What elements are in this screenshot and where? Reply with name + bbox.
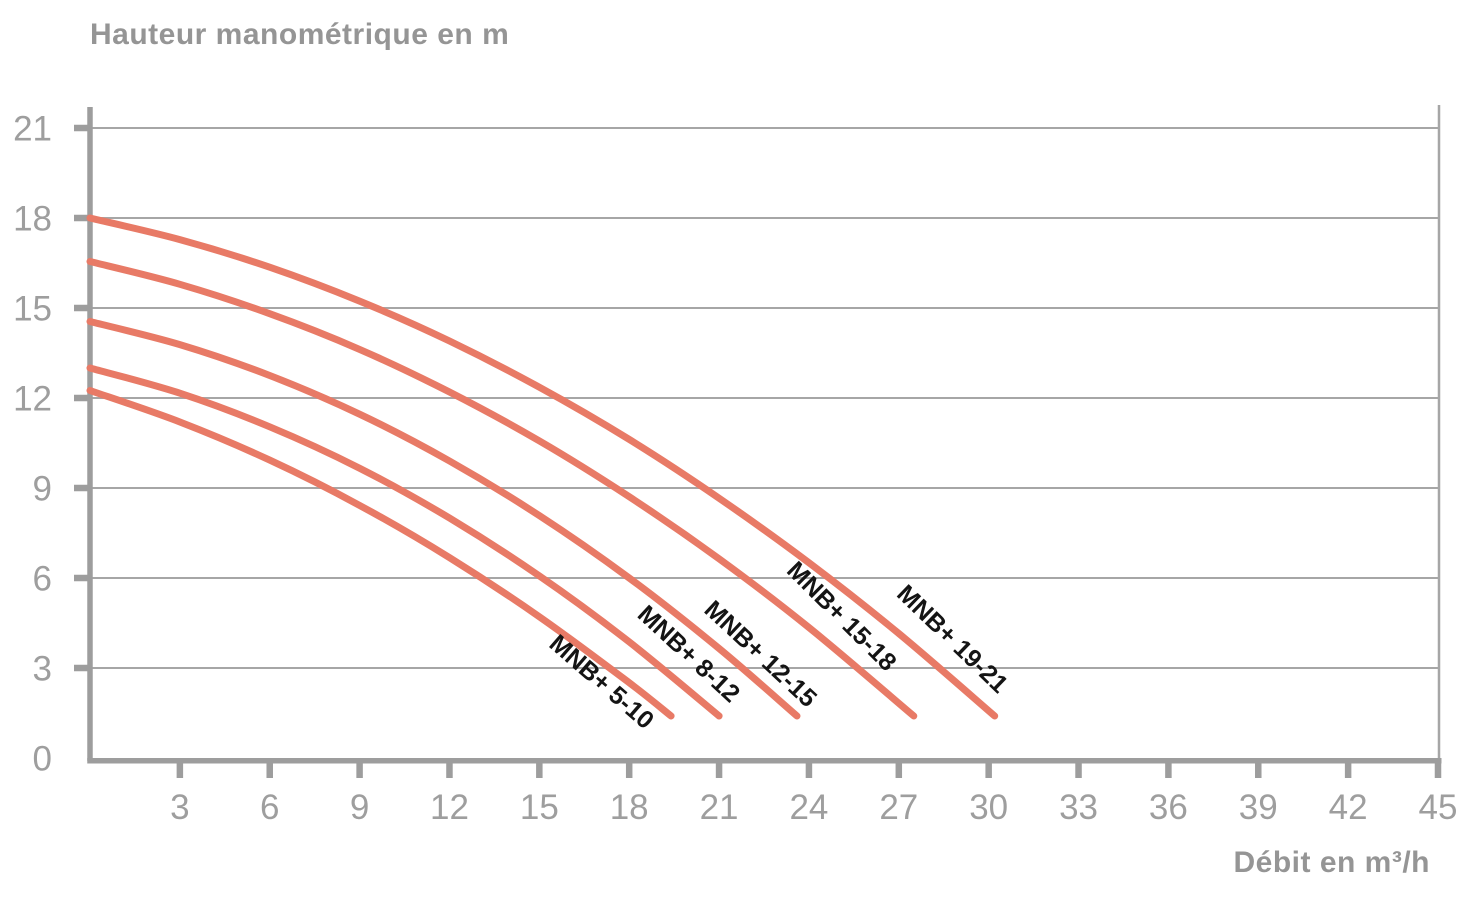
y-tick-label-6: 6 — [33, 560, 52, 599]
x-tick-label-45: 45 — [1419, 788, 1458, 827]
curve-mnb-12-15 — [86, 318, 801, 720]
y-tick-label-15: 15 — [13, 290, 52, 329]
x-tick-label-36: 36 — [1149, 788, 1188, 827]
y-tick-label-21: 21 — [13, 110, 52, 149]
x-tick-label-33: 33 — [1059, 788, 1098, 827]
y-axis-title: Hauteur manométrique en m — [90, 18, 510, 51]
y-tick-label-18: 18 — [13, 200, 52, 239]
curve-label-mnb-5-10: MNB+ 5-10 — [544, 629, 659, 734]
y-tick-label-0: 0 — [33, 740, 52, 779]
curve-mnb-8-12 — [86, 364, 723, 720]
x-tick-label-18: 18 — [610, 788, 649, 827]
curve-mnb-5-10 — [86, 387, 675, 720]
y-tick-label-9: 9 — [33, 470, 52, 509]
x-tick-label-12: 12 — [430, 788, 469, 827]
x-tick-label-15: 15 — [520, 788, 559, 827]
x-axis-title: Débit en m³/h — [1233, 846, 1430, 879]
x-tick-label-42: 42 — [1329, 788, 1368, 827]
x-tick-label-9: 9 — [350, 788, 369, 827]
x-tick-label-27: 27 — [879, 788, 918, 827]
x-tick-label-24: 24 — [789, 788, 828, 827]
curve-mnb-19-21 — [86, 214, 999, 720]
x-tick-label-39: 39 — [1239, 788, 1278, 827]
x-tick-label-30: 30 — [969, 788, 1008, 827]
y-tick-label-3: 3 — [33, 650, 52, 689]
x-tick-label-21: 21 — [700, 788, 739, 827]
x-tick-label-6: 6 — [260, 788, 279, 827]
x-tick-label-3: 3 — [170, 788, 189, 827]
curve-mnb-15-18 — [86, 258, 918, 720]
y-tick-label-12: 12 — [13, 380, 52, 419]
